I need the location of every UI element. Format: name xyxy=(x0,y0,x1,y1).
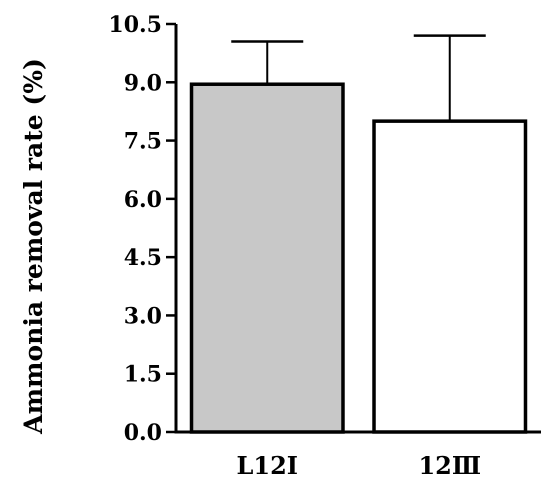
bar xyxy=(189,82,345,434)
y-tick-label: 0.0 xyxy=(124,420,162,446)
bars xyxy=(189,34,528,434)
y-tick-label: 1.5 xyxy=(124,362,162,388)
category-label: L12Ⅰ xyxy=(237,451,299,480)
y-tick-label: 3.0 xyxy=(124,303,162,329)
y-ticks: 0.0 1.5 3.0 4.5 6.0 7.5 9.0 10.5 xyxy=(108,12,176,446)
y-tick-label: 6.0 xyxy=(124,187,162,213)
y-tick-label: 9.0 xyxy=(124,70,162,96)
y-tick-label: 4.5 xyxy=(124,245,162,271)
y-axis-title: Ammonia removal rate (%) xyxy=(19,58,48,435)
y-tick-label: 7.5 xyxy=(124,129,162,155)
bar xyxy=(372,119,528,434)
y-tick-label: 10.5 xyxy=(108,12,162,38)
x-categories: L12Ⅰ 12Ⅲ xyxy=(237,451,482,480)
category-label: 12Ⅲ xyxy=(418,451,481,480)
